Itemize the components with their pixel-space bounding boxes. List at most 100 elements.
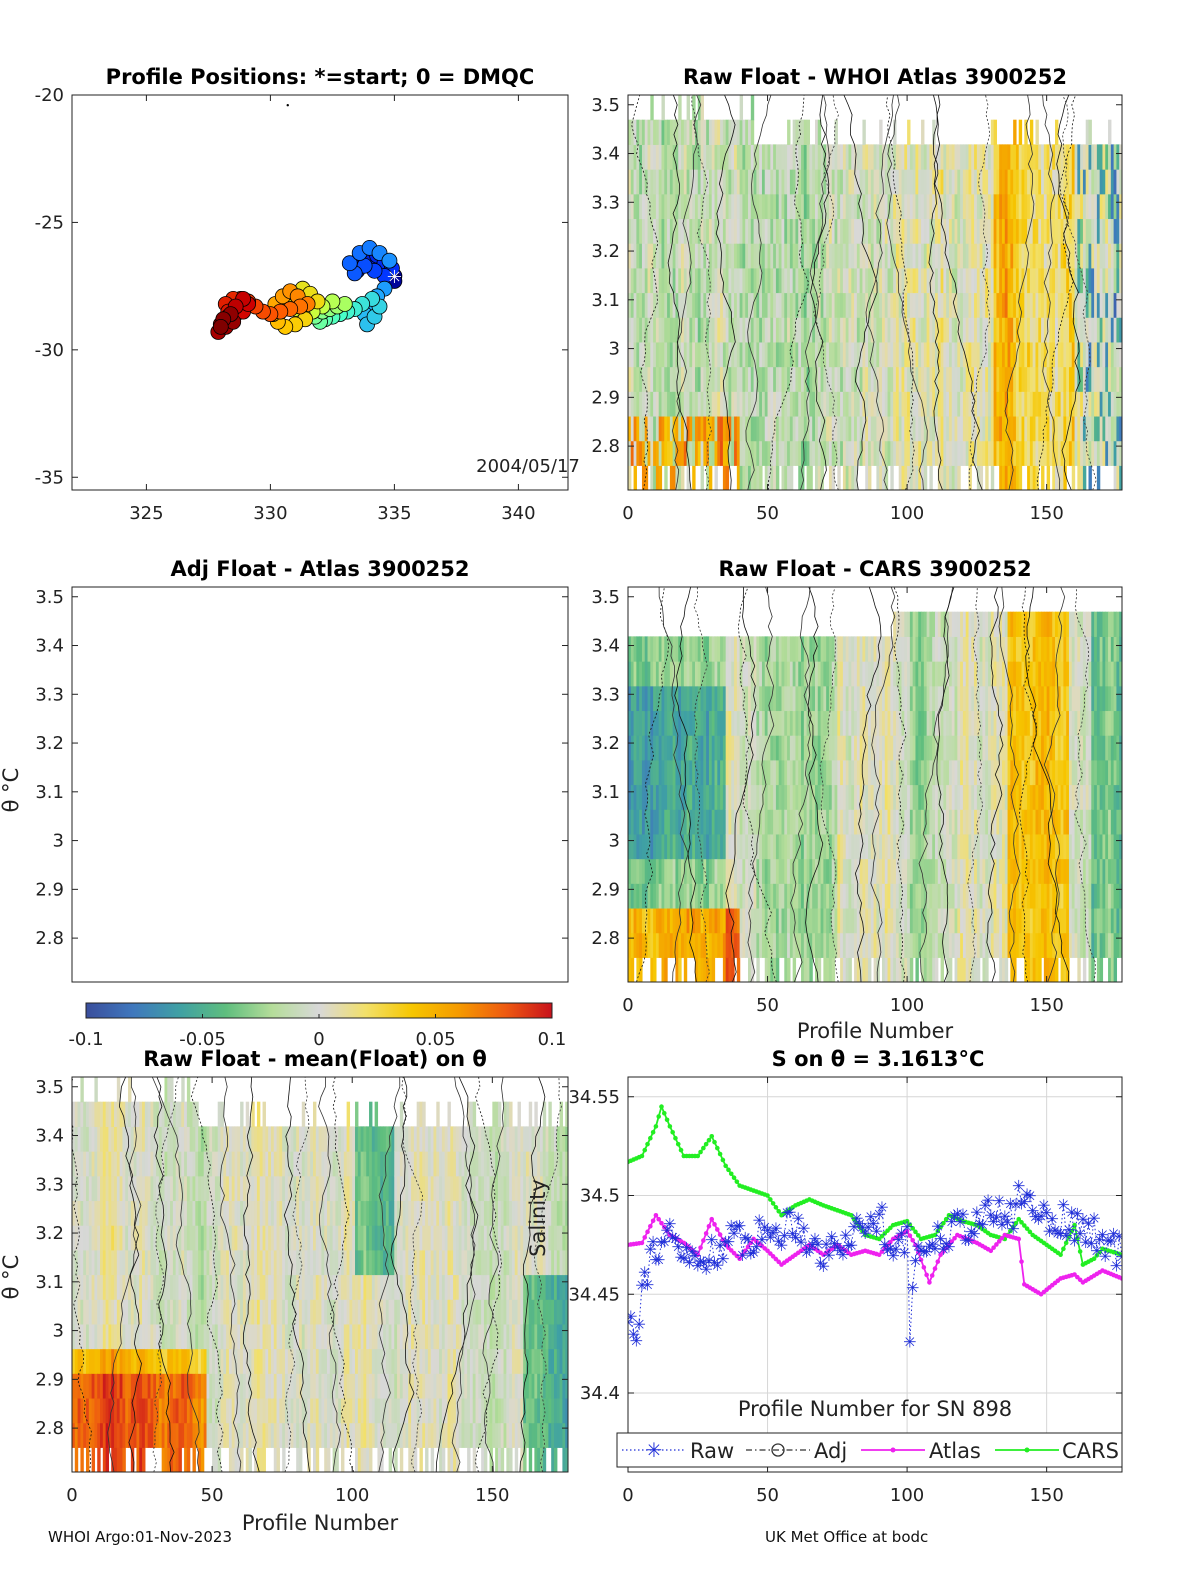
raw-whoi-cell bbox=[745, 341, 749, 368]
raw-whoi-cell bbox=[946, 169, 950, 195]
raw-cars-cell bbox=[962, 759, 967, 786]
raw-whoi-cell bbox=[1032, 317, 1037, 343]
raw-cars-cell bbox=[842, 858, 847, 884]
raw-whoi-cell bbox=[748, 169, 752, 195]
raw-whoi-cell bbox=[851, 415, 855, 442]
raw-whoi-cell bbox=[890, 169, 894, 195]
raw-cars-cell bbox=[714, 685, 718, 712]
raw-cars-cell bbox=[996, 735, 1000, 761]
raw-cars-cell bbox=[714, 710, 718, 736]
raw-cars-cell bbox=[703, 784, 707, 810]
raw-cars-cell bbox=[982, 636, 986, 662]
raw-cars-cell bbox=[1074, 710, 1078, 736]
raw-cars-cell bbox=[948, 685, 953, 712]
raw-cars-cell bbox=[681, 784, 685, 810]
raw-whoi-cell bbox=[1071, 218, 1076, 244]
raw-cars-cell bbox=[865, 636, 869, 662]
raw-whoi-cell bbox=[957, 193, 961, 220]
raw-whoi-cell bbox=[717, 292, 721, 318]
raw-cars-cell bbox=[876, 784, 880, 810]
raw-whoi-cell bbox=[1018, 440, 1023, 466]
raw-cars-cell bbox=[831, 957, 836, 982]
raw-whoi-cell bbox=[960, 317, 964, 343]
raw-whoi-cell bbox=[644, 193, 649, 220]
raw-cars-cell bbox=[982, 759, 986, 786]
raw-cars-cell bbox=[722, 907, 727, 934]
raw-cars-cell bbox=[639, 858, 643, 884]
raw-whoi-cell bbox=[787, 144, 791, 170]
raw-whoi-cell bbox=[756, 317, 760, 343]
raw-cars-cell bbox=[1035, 685, 1039, 712]
raw-whoi-cell bbox=[1105, 267, 1109, 294]
raw-cars-cell bbox=[641, 809, 646, 835]
raw-cars-cell bbox=[921, 858, 925, 884]
raw-whoi-cell bbox=[708, 193, 713, 220]
raw-whoi-cell bbox=[641, 440, 646, 466]
raw-whoi-cell bbox=[1032, 366, 1037, 392]
raw-cars-cell bbox=[932, 833, 936, 860]
raw-cars-cell bbox=[1013, 735, 1017, 761]
raw-whoi-cell bbox=[1110, 193, 1115, 220]
raw-whoi-cell bbox=[940, 415, 944, 442]
raw-whoi-cell bbox=[736, 144, 741, 170]
raw-cars-cell bbox=[686, 809, 691, 835]
raw-cars-cell bbox=[884, 710, 889, 736]
raw-cars-cell bbox=[1043, 784, 1048, 810]
raw-cars-cell bbox=[895, 735, 900, 761]
raw-whoi-cell bbox=[1024, 391, 1028, 417]
raw-whoi-cell bbox=[728, 317, 732, 343]
raw-cars-cell bbox=[996, 685, 1000, 712]
raw-cars-cell bbox=[1029, 858, 1034, 884]
raw-cars-cell bbox=[859, 759, 864, 786]
raw-cars-cell bbox=[787, 759, 791, 786]
raw-whoi-cell bbox=[647, 144, 651, 170]
raw-whoi-cell bbox=[706, 391, 710, 417]
raw-cars-cell bbox=[1074, 809, 1078, 835]
raw-cars-cell bbox=[954, 735, 958, 761]
raw-whoi-cell bbox=[720, 341, 724, 368]
raw-whoi-cell bbox=[628, 169, 632, 195]
raw-whoi-cell bbox=[834, 243, 838, 269]
raw-whoi-cell bbox=[736, 193, 741, 220]
raw-cars-cell bbox=[840, 636, 844, 662]
raw-cars-cell bbox=[904, 907, 908, 934]
raw-whoi-cell bbox=[686, 317, 691, 343]
raw-cars-cell bbox=[904, 833, 908, 860]
raw-whoi-cell bbox=[859, 144, 864, 170]
raw-whoi-cell bbox=[661, 144, 665, 170]
raw-whoi-cell bbox=[940, 169, 944, 195]
raw-whoi-cell bbox=[985, 366, 989, 392]
raw-whoi-cell bbox=[837, 391, 841, 417]
raw-cars-cell bbox=[742, 759, 746, 786]
raw-whoi-cell bbox=[689, 119, 693, 145]
raw-whoi-cell bbox=[809, 465, 813, 490]
raw-cars-cell bbox=[848, 710, 852, 736]
raw-whoi-cell bbox=[778, 243, 783, 269]
raw-cars-cell bbox=[985, 833, 989, 860]
raw-whoi-cell bbox=[641, 366, 646, 392]
raw-whoi-cell bbox=[1074, 440, 1078, 466]
raw-cars-cell bbox=[1068, 883, 1073, 909]
raw-whoi-cell bbox=[873, 292, 877, 318]
raw-whoi-cell bbox=[801, 119, 805, 145]
raw-cars-cell bbox=[784, 883, 788, 909]
raw-whoi-cell bbox=[1110, 341, 1115, 368]
raw-whoi-cell bbox=[761, 218, 766, 244]
raw-whoi-cell bbox=[856, 341, 861, 368]
raw-whoi-cell bbox=[1096, 391, 1101, 417]
raw-whoi-cell bbox=[731, 366, 735, 392]
raw-cars-cell bbox=[1060, 883, 1064, 909]
raw-whoi-cell bbox=[678, 95, 682, 121]
raw-whoi-cell bbox=[915, 144, 919, 170]
raw-whoi-cell bbox=[893, 317, 897, 343]
raw-whoi-cell bbox=[1013, 440, 1017, 466]
raw-whoi-cell bbox=[628, 218, 632, 244]
raw-cars-cell bbox=[845, 907, 850, 934]
positions-plot: ✳325 330 335 340-20-25-30-35 bbox=[35, 85, 569, 524]
raw-cars-cell bbox=[890, 833, 894, 860]
raw-cars-cell bbox=[667, 858, 671, 884]
raw-cars-cell bbox=[1032, 685, 1037, 712]
raw-cars-cell bbox=[893, 735, 897, 761]
raw-whoi-cell bbox=[1077, 440, 1081, 466]
raw-whoi-cell bbox=[943, 341, 947, 368]
